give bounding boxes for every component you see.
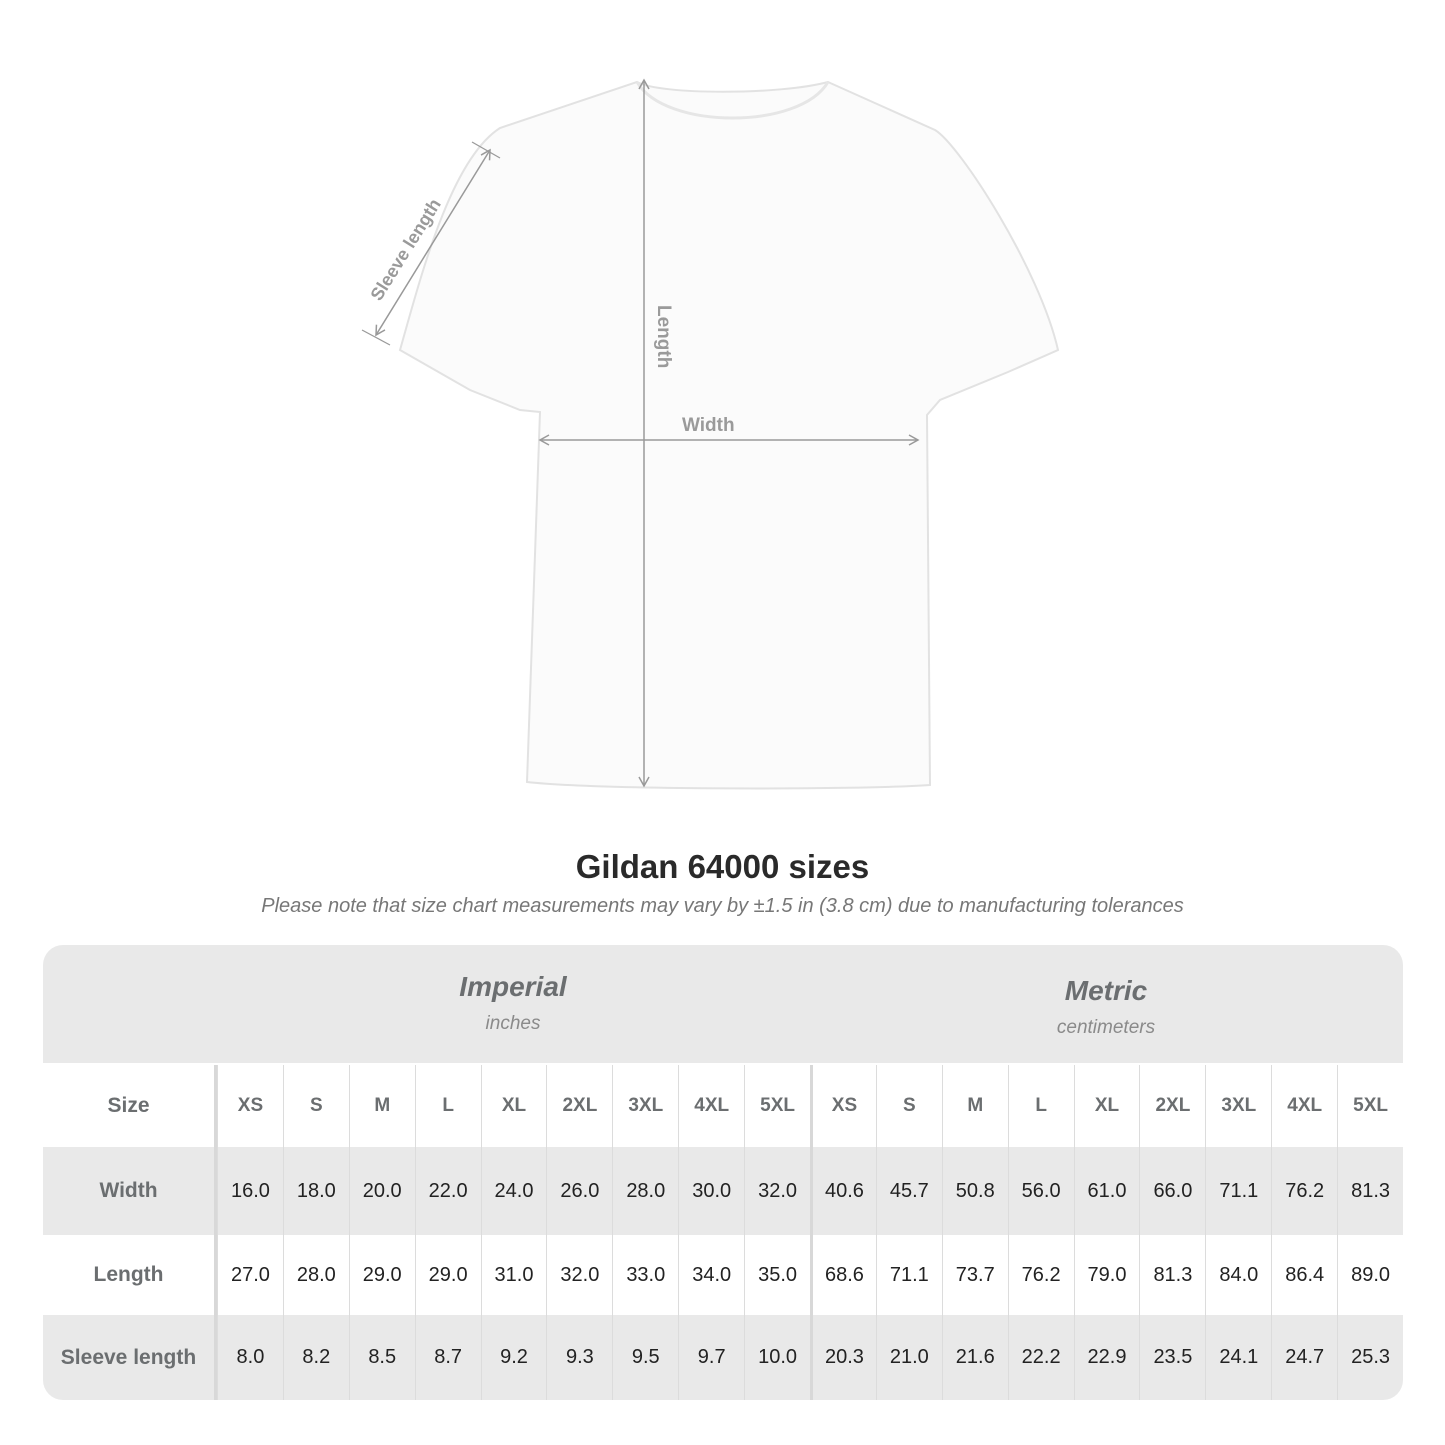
value-cell-metric: 66.0 (1139, 1147, 1205, 1235)
size-header-imperial: XS (217, 1065, 283, 1147)
imperial-unit: inches (485, 1013, 541, 1034)
value-cell-imperial: 10.0 (744, 1315, 810, 1400)
value-cell-metric: 22.9 (1073, 1315, 1140, 1400)
value-cell-imperial: 28.0 (612, 1147, 678, 1235)
value-cell-imperial: 35.0 (744, 1235, 810, 1315)
value-cell-imperial: 34.0 (678, 1235, 744, 1315)
value-cell-imperial: 24.0 (480, 1147, 547, 1235)
value-cell-imperial: 31.0 (480, 1235, 547, 1315)
value-cell-metric: 40.6 (810, 1147, 876, 1235)
value-cell-metric: 61.0 (1073, 1147, 1140, 1235)
value-cell-imperial: 29.0 (414, 1235, 481, 1315)
value-cell-imperial: 18.0 (282, 1147, 349, 1235)
sleeve-measure-line (375, 148, 491, 337)
value-cell-imperial: 33.0 (612, 1235, 678, 1315)
value-cell-imperial: 9.3 (546, 1315, 612, 1400)
size-label: Size (43, 1065, 217, 1147)
value-cell-metric: 50.8 (941, 1147, 1008, 1235)
size-header-imperial: XL (480, 1065, 547, 1147)
row-label: Length (43, 1235, 217, 1315)
value-cell-metric: 21.6 (941, 1315, 1008, 1400)
size-header-metric: 3XL (1205, 1065, 1271, 1147)
value-cell-metric: 89.0 (1337, 1235, 1403, 1315)
value-cell-imperial: 30.0 (678, 1147, 744, 1235)
size-header-imperial: 5XL (744, 1065, 810, 1147)
size-header-metric: 2XL (1139, 1065, 1205, 1147)
table-row: Length 27.0 28.0 29.0 29.0 31.0 32.0 33.0 34.0 35… (43, 1235, 1403, 1315)
value-cell-metric: 84.0 (1205, 1235, 1271, 1315)
value-cell-imperial: 9.7 (678, 1315, 744, 1400)
metric-title: Metric (1064, 975, 1148, 1006)
value-cell-imperial: 32.0 (546, 1235, 612, 1315)
value-cell-metric: 76.2 (1271, 1147, 1337, 1235)
value-cell-imperial: 8.5 (348, 1315, 415, 1400)
imperial-header: Imperial inches (217, 971, 809, 1035)
size-header-metric: L (1007, 1065, 1074, 1147)
value-cell-metric: 71.1 (875, 1235, 942, 1315)
value-cell-metric: 56.0 (1007, 1147, 1074, 1235)
metric-unit: centimeters (1056, 1017, 1156, 1038)
value-cell-metric: 76.2 (1007, 1235, 1074, 1315)
row-label: Sleeve length (43, 1315, 217, 1400)
size-header-metric: XL (1073, 1065, 1140, 1147)
value-cell-imperial: 26.0 (546, 1147, 612, 1235)
value-cell-imperial: 27.0 (217, 1235, 283, 1315)
value-cell-imperial: 8.0 (217, 1315, 283, 1400)
value-cell-imperial: 20.0 (348, 1147, 415, 1235)
width-label: Width (682, 415, 735, 436)
size-header-imperial: S (282, 1065, 349, 1147)
value-cell-imperial: 29.0 (348, 1235, 415, 1315)
value-cell-metric: 22.2 (1007, 1315, 1074, 1400)
row-label: Width (43, 1147, 217, 1235)
value-cell-metric: 24.1 (1205, 1315, 1271, 1400)
size-header-metric: XS (810, 1065, 876, 1147)
page-title: Gildan 64000 sizes (575, 848, 870, 885)
metric-header: Metric centimeters (809, 975, 1403, 1039)
value-cell-imperial: 8.2 (282, 1315, 349, 1400)
size-header-metric: S (875, 1065, 942, 1147)
value-cell-imperial: 28.0 (282, 1235, 349, 1315)
value-cell-metric: 81.3 (1139, 1235, 1205, 1315)
size-header-imperial: 2XL (546, 1065, 612, 1147)
value-cell-metric: 86.4 (1271, 1235, 1337, 1315)
value-cell-metric: 79.0 (1073, 1235, 1140, 1315)
value-cell-imperial: 9.2 (480, 1315, 547, 1400)
size-header-imperial: 4XL (678, 1065, 744, 1147)
table-row: Sleeve length 8.0 8.2 8.5 8.7 9.2 9.3 9.5 9.7 10.… (43, 1315, 1403, 1400)
value-cell-imperial: 22.0 (414, 1147, 481, 1235)
value-cell-metric: 73.7 (941, 1235, 1008, 1315)
tolerance-note: Please note that size chart measurements… (261, 895, 1184, 917)
value-cell-metric: 21.0 (875, 1315, 942, 1400)
value-cell-metric: 45.7 (875, 1147, 942, 1235)
imperial-title: Imperial (459, 971, 567, 1002)
value-cell-metric: 71.1 (1205, 1147, 1271, 1235)
tshirt-diagram: Sleeve length Length Width (361, 78, 1060, 790)
size-header-imperial: M (348, 1065, 415, 1147)
value-cell-imperial: 16.0 (217, 1147, 283, 1235)
length-label: Length (653, 305, 674, 368)
value-cell-metric: 24.7 (1271, 1315, 1337, 1400)
table-row: Width 16.0 18.0 20.0 22.0 24.0 26.0 28.0 30.0 32.… (43, 1147, 1403, 1235)
value-cell-imperial: 32.0 (744, 1147, 810, 1235)
size-header-imperial: 3XL (612, 1065, 678, 1147)
size-header-metric: M (941, 1065, 1008, 1147)
table-header-band: Imperial inches Metric centimeters (43, 945, 1403, 1063)
value-cell-metric: 81.3 (1337, 1147, 1403, 1235)
size-header-metric: 5XL (1337, 1065, 1403, 1147)
size-header-row: Size XS S M L XL 2XL 3XL 4XL 5XL XS S M L XL 2XL 3XL 4XL 5… (43, 1065, 1403, 1147)
value-cell-metric: 23.5 (1139, 1315, 1205, 1400)
size-header-imperial: L (414, 1065, 481, 1147)
value-cell-metric: 20.3 (810, 1315, 876, 1400)
size-table: Imperial inches Metric centimeters Size X… (43, 945, 1403, 1400)
size-header-metric: 4XL (1271, 1065, 1337, 1147)
value-cell-imperial: 8.7 (414, 1315, 481, 1400)
value-cell-metric: 68.6 (810, 1235, 876, 1315)
value-cell-metric: 25.3 (1337, 1315, 1403, 1400)
value-cell-imperial: 9.5 (612, 1315, 678, 1400)
